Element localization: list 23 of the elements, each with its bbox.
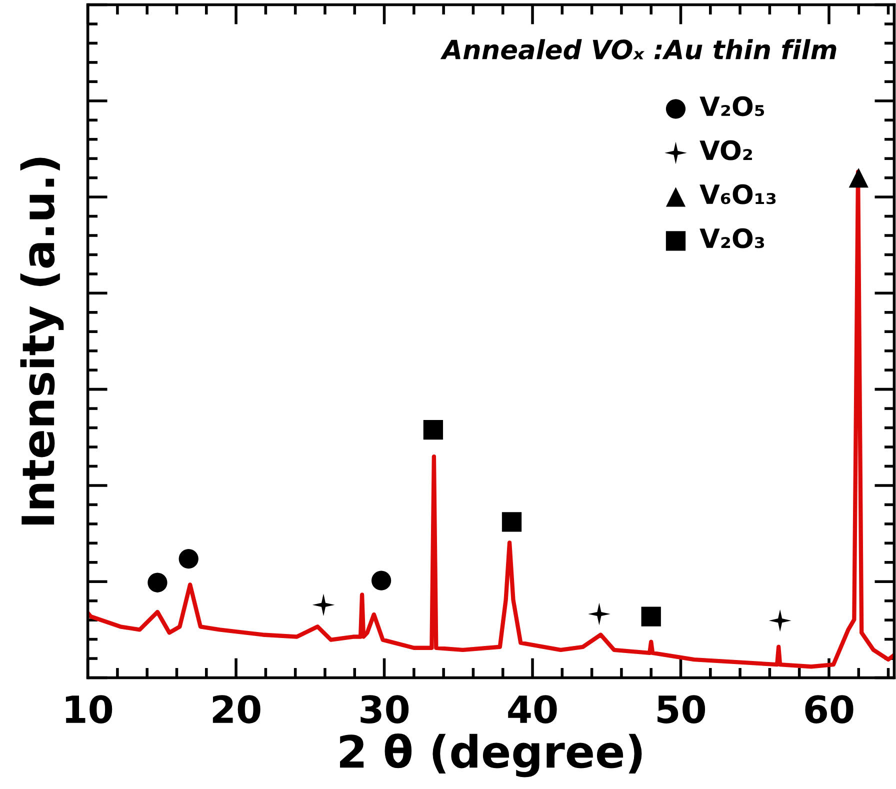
y-axis-title: Intensity (a.u.)	[20, 158, 64, 524]
point	[502, 512, 522, 532]
x-tick-label: 10	[66, 695, 112, 724]
x-axis-title: 2 θ (degree)	[340, 733, 642, 778]
x-tick-label: 40	[508, 695, 557, 724]
x-tick-label: 50	[658, 695, 706, 724]
x-tick-label: 20	[212, 695, 260, 724]
x-tick-label: 60	[805, 695, 854, 724]
legend-label: V₆O₁₃	[700, 184, 776, 204]
point	[768, 609, 792, 632]
point	[423, 420, 444, 440]
point	[178, 549, 198, 569]
x-tick-label: 30	[360, 695, 409, 724]
chart-title: Annealed VOₓ :Au thin film	[440, 39, 836, 60]
point	[312, 594, 335, 616]
legend-label: V₂O₃	[700, 228, 764, 248]
legend-label: V₂O₅	[700, 96, 764, 116]
point	[641, 606, 661, 626]
point	[148, 572, 168, 592]
point	[588, 602, 610, 626]
point	[848, 168, 868, 188]
point	[371, 570, 392, 590]
legend-label: VO₂	[700, 140, 752, 160]
